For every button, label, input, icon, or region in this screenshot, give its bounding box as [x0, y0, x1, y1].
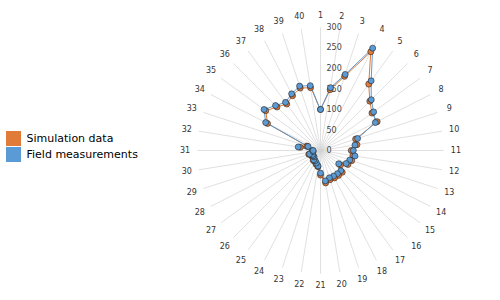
svg-text:33: 33: [187, 104, 197, 113]
svg-text:14: 14: [436, 208, 446, 217]
svg-text:20: 20: [337, 280, 347, 289]
svg-text:5: 5: [398, 37, 403, 46]
svg-text:30: 30: [182, 167, 192, 176]
svg-text:7: 7: [427, 66, 432, 75]
svg-text:12: 12: [449, 167, 459, 176]
svg-text:13: 13: [444, 188, 454, 197]
svg-text:34: 34: [195, 85, 205, 94]
svg-text:8: 8: [439, 85, 444, 94]
svg-text:150: 150: [326, 84, 342, 94]
svg-text:50: 50: [327, 126, 337, 135]
svg-text:250: 250: [327, 43, 342, 52]
svg-text:3: 3: [360, 17, 365, 26]
svg-text:39: 39: [274, 17, 284, 26]
svg-text:28: 28: [195, 208, 205, 217]
svg-text:1: 1: [318, 11, 323, 20]
svg-text:100: 100: [327, 105, 342, 114]
svg-text:19: 19: [357, 275, 367, 284]
svg-text:200: 200: [327, 64, 342, 73]
svg-text:23: 23: [274, 275, 284, 284]
svg-text:37: 37: [236, 37, 246, 46]
html-text:Simulation data: Simulation data: [26, 132, 114, 146]
svg-text:21: 21: [315, 281, 325, 290]
svg-text:35: 35: [206, 66, 216, 75]
svg-text:40: 40: [294, 12, 304, 21]
svg-text:25: 25: [236, 256, 246, 265]
svg-text:0: 0: [327, 146, 332, 155]
svg-text:24: 24: [254, 267, 264, 276]
svg-text:6: 6: [414, 50, 419, 59]
svg-text:11: 11: [451, 146, 461, 155]
svg-text:31: 31: [180, 146, 190, 155]
svg-text:29: 29: [187, 188, 197, 197]
svg-text:4: 4: [379, 25, 384, 34]
svg-text:10: 10: [449, 125, 459, 134]
svg-text:16: 16: [411, 242, 421, 251]
svg-text:2: 2: [339, 12, 344, 21]
svg-text:38: 38: [254, 25, 264, 34]
svg-text:17: 17: [395, 256, 405, 265]
svg-text:26: 26: [220, 242, 230, 251]
html-text:Field measurements: Field measurements: [26, 148, 138, 162]
svg-text:300: 300: [327, 23, 342, 32]
svg-text:36: 36: [220, 50, 230, 59]
svg-text:32: 32: [182, 125, 192, 134]
svg-text:15: 15: [425, 226, 435, 235]
svg-text:22: 22: [294, 280, 304, 289]
svg-text:27: 27: [206, 226, 216, 235]
svg-text:9: 9: [447, 104, 452, 113]
svg-text:18: 18: [377, 267, 387, 276]
